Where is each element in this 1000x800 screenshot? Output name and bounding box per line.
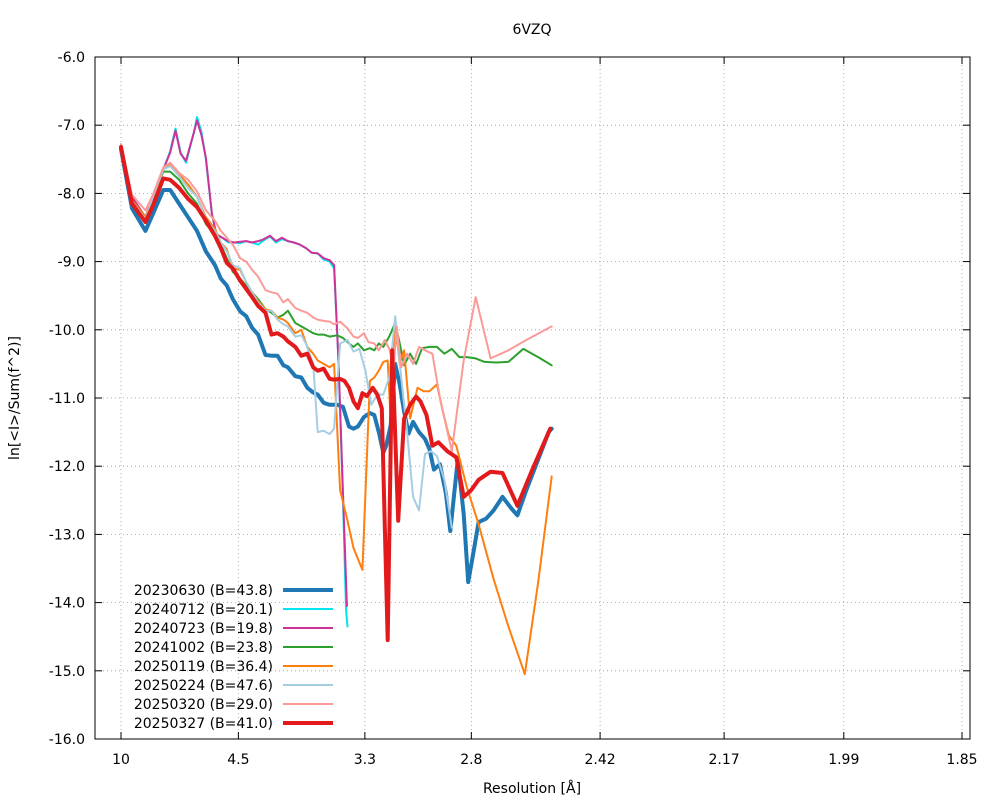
y-tick-label: -11.0 [49,391,85,407]
y-tick-label: -6.0 [58,50,85,66]
series-line-3 [120,119,348,607]
x-tick-label: 2.42 [585,752,616,768]
series-line-7 [120,143,553,453]
x-tick-label: 10 [112,752,130,768]
legend-label: 20240723 (B=19.8) [134,621,273,637]
y-tick-label: -8.0 [58,186,85,202]
series-line-1 [119,147,554,585]
series-line-8 [119,145,553,643]
x-tick-label: 3.3 [354,752,376,768]
x-tick-label: 1.85 [946,752,977,768]
legend-label: 20230630 (B=43.8) [134,583,273,599]
y-tick-label: -14.0 [49,596,85,612]
y-tick-label: -16.0 [49,732,85,748]
series-layer [119,116,554,676]
y-tick-label: -9.0 [58,255,85,271]
legend: 20230630 (B=43.8) 20240712 (B=20.1) 202407… [134,583,333,732]
y-tick-label: -10.0 [49,323,85,339]
y-tick-label: -15.0 [49,664,85,680]
legend-label: 20240712 (B=20.1) [134,602,273,618]
y-tick-label: -7.0 [58,118,85,134]
x-tick-label: 4.5 [227,752,249,768]
x-tick-label: 2.17 [709,752,740,768]
x-axis-label: Resolution [Å] [483,780,581,797]
legend-label: 20250224 (B=47.6) [134,678,273,694]
legend-label: 20250119 (B=36.4) [134,659,273,675]
legend-label: 20250320 (B=29.0) [134,697,273,713]
y-axis-label: ln[<I>/Sum(f^2)] [7,336,23,460]
legend-label: 20241002 (B=23.8) [134,640,273,656]
y-tick-label: -12.0 [49,459,85,475]
x-tick-label: 1.99 [828,752,859,768]
legend-label: 20250327 (B=41.0) [134,716,273,732]
grid [95,56,970,740]
ticks: 10 4.5 3.3 2.8 2.42 2.17 1.99 1.85 -16.0 -15.0 -14… [49,50,978,768]
chart-title: 6VZQ [512,22,551,38]
y-tick-label: -13.0 [49,527,85,543]
x-tick-label: 2.8 [460,752,482,768]
